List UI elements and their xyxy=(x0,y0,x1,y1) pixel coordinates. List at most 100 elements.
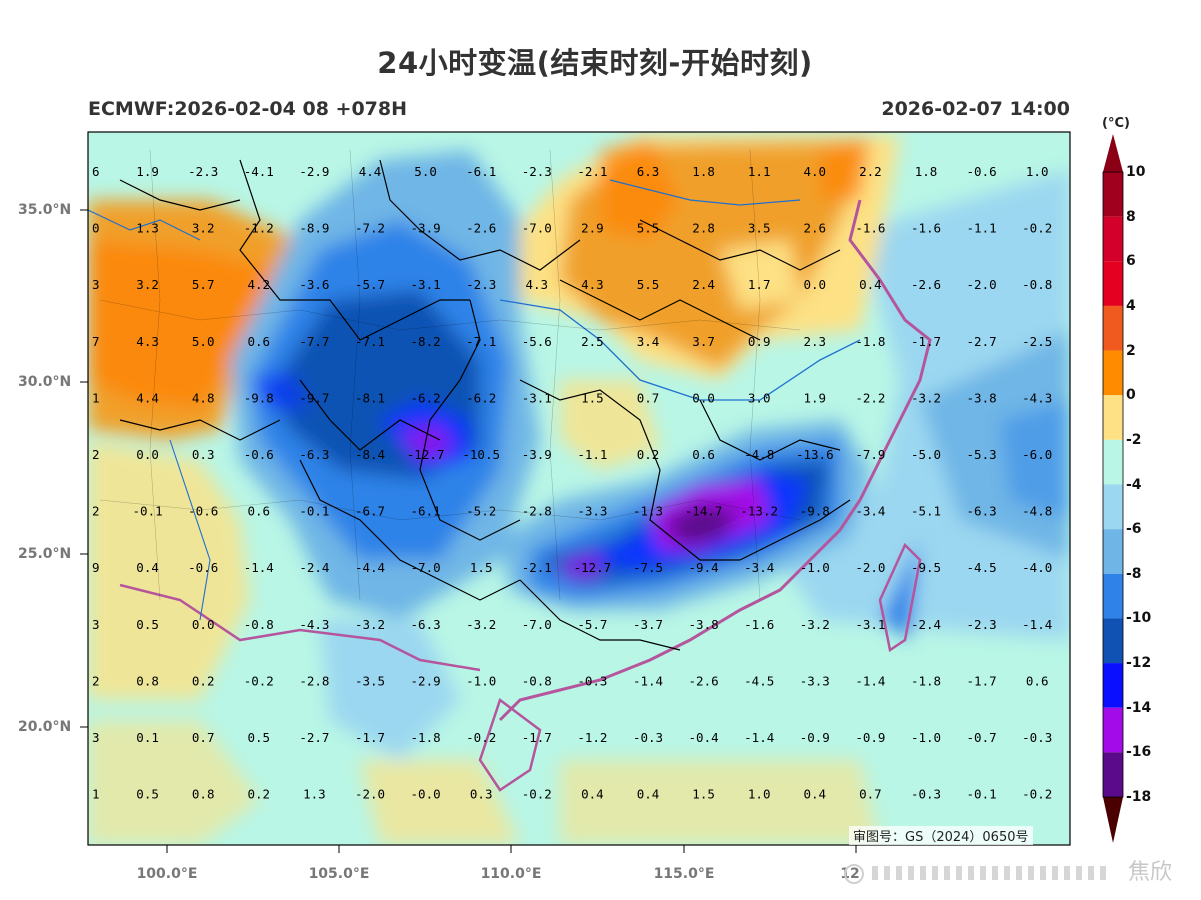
station-value: -0.4 xyxy=(689,730,719,745)
station-value: 3.2 xyxy=(192,221,215,236)
colorbar-tick-label: -6 xyxy=(1126,521,1142,538)
station-value: 0.0 xyxy=(136,447,159,462)
station-value: 0.5 xyxy=(248,730,271,745)
station-value: 3.5 xyxy=(748,221,771,236)
station-value: -1.3 xyxy=(633,504,663,519)
station-value: -1.6 xyxy=(855,221,885,236)
valid-time-label: 2026-02-07 14:00 xyxy=(881,98,1070,120)
station-value: -5.2 xyxy=(466,504,496,519)
station-value: -4.3 xyxy=(1022,390,1052,405)
station-values: 6 1.9 -2.3 -4.1 -2.9 4.4 5.0 -6.1 -2.3 -2.1 6.3 1.8… xyxy=(92,164,1052,858)
station-value: -1.4 xyxy=(633,673,663,688)
station-value: -0.2 xyxy=(1022,221,1052,236)
station-value: 9 xyxy=(92,560,100,575)
station-value: -9.8 xyxy=(244,390,274,405)
station-value: 3 xyxy=(92,730,100,745)
station-value: -1.4 xyxy=(244,560,274,575)
station-value: -7.0 xyxy=(522,221,552,236)
colorbar-tick-label: -12 xyxy=(1126,655,1152,672)
station-value: 0.4 xyxy=(637,787,660,802)
station-value: 6.3 xyxy=(637,164,660,179)
station-value: 1.5 xyxy=(470,560,493,575)
colorbar-tick-label: 8 xyxy=(1126,208,1136,225)
station-value: 0.0 xyxy=(804,277,827,292)
station-value: -6.7 xyxy=(355,504,385,519)
station-value: -1.5 xyxy=(411,843,441,858)
station-value: -1.1 xyxy=(577,447,607,462)
station-value: -0.3 xyxy=(577,673,607,688)
station-value: -5.1 xyxy=(911,504,941,519)
station-value: 1.1 xyxy=(748,164,771,179)
station-value: 0.3 xyxy=(192,447,215,462)
map-frame xyxy=(87,131,1071,846)
station-value: -3.3 xyxy=(577,504,607,519)
station-value: 0.6 xyxy=(248,504,271,519)
station-value: -3.1 xyxy=(411,277,441,292)
station-value: 3 xyxy=(92,617,100,632)
station-value: 1.0 xyxy=(748,787,771,802)
station-value: 1.5 xyxy=(581,390,604,405)
station-value: -3.4 xyxy=(744,560,774,575)
map-approval-number: 审图号：GS（2024）0650号 xyxy=(849,826,1033,845)
station-value: -2.9 xyxy=(299,164,329,179)
station-value: -4.8 xyxy=(744,447,774,462)
colorbar xyxy=(1102,134,1124,843)
colorbar-segment xyxy=(1103,305,1123,351)
station-value: 4.0 xyxy=(804,164,827,179)
station-value: -2.8 xyxy=(299,673,329,688)
colorbar-tick-label: 2 xyxy=(1126,342,1136,359)
station-value: 0.4 xyxy=(581,787,604,802)
colorbar-tick-label: -4 xyxy=(1126,476,1142,493)
station-value: 2.3 xyxy=(804,334,827,349)
station-value: 1 xyxy=(92,390,100,405)
station-value: -0.2 xyxy=(466,730,496,745)
station-value: 4.8 xyxy=(192,390,215,405)
station-value: -1.8 xyxy=(911,673,941,688)
station-value: -0.3 xyxy=(1022,730,1052,745)
station-value: -3.1 xyxy=(855,617,885,632)
station-value: -7.9 xyxy=(855,447,885,462)
station-value: 0.0 xyxy=(192,617,215,632)
station-value: 2.5 xyxy=(581,334,604,349)
station-value: 0.7 xyxy=(637,390,660,405)
station-value: 3 xyxy=(92,277,100,292)
station-value: -6.1 xyxy=(466,164,496,179)
colorbar-max-arrow xyxy=(1103,134,1123,172)
colorbar-tick-label: 0 xyxy=(1126,387,1136,404)
station-value: -1.1 xyxy=(967,221,997,236)
station-value: -0.6 xyxy=(967,164,997,179)
station-value: 1.8 xyxy=(915,164,938,179)
station-value: -1.6 xyxy=(911,221,941,236)
station-value: -2.4 xyxy=(299,560,329,575)
station-value: -2.4 xyxy=(911,617,941,632)
shaded-field: 6 1.9 -2.3 -4.1 -2.9 4.4 5.0 -6.1 -2.3 -2.1 6.3 1.8… xyxy=(88,132,1070,858)
station-value: -2.6 xyxy=(466,221,496,236)
station-value: 5.0 xyxy=(414,164,437,179)
station-value: 1.3 xyxy=(303,787,326,802)
station-value: 2.4 xyxy=(692,277,715,292)
station-value: -2.5 xyxy=(1022,334,1052,349)
lat-label-35: 35.0°N xyxy=(18,202,72,218)
station-value: -9.5 xyxy=(911,560,941,575)
station-value: -0.6 xyxy=(244,447,274,462)
station-value: -2.3 xyxy=(522,164,552,179)
station-value: 5.5 xyxy=(637,277,660,292)
station-value: -7.5 xyxy=(633,560,663,575)
station-value: -3.3 xyxy=(800,673,830,688)
station-value: -2.6 xyxy=(689,673,719,688)
station-value: 4.4 xyxy=(136,390,159,405)
station-value: 3.2 xyxy=(136,277,159,292)
station-value: -1.0 xyxy=(466,673,496,688)
station-value: -0.1 xyxy=(967,787,997,802)
station-value: -4.5 xyxy=(967,560,997,575)
station-value: 1.9 xyxy=(804,390,827,405)
colorbar-segment xyxy=(1103,752,1123,797)
station-value: 0.4 xyxy=(692,843,715,858)
station-value: 4.4 xyxy=(359,164,382,179)
colorbar-segment xyxy=(1103,439,1123,485)
station-value: 2 xyxy=(92,504,100,519)
station-value: 0.5 xyxy=(136,617,159,632)
station-value: -12.7 xyxy=(407,447,445,462)
station-value: 1.0 xyxy=(748,843,771,858)
station-value: 2.6 xyxy=(804,221,827,236)
